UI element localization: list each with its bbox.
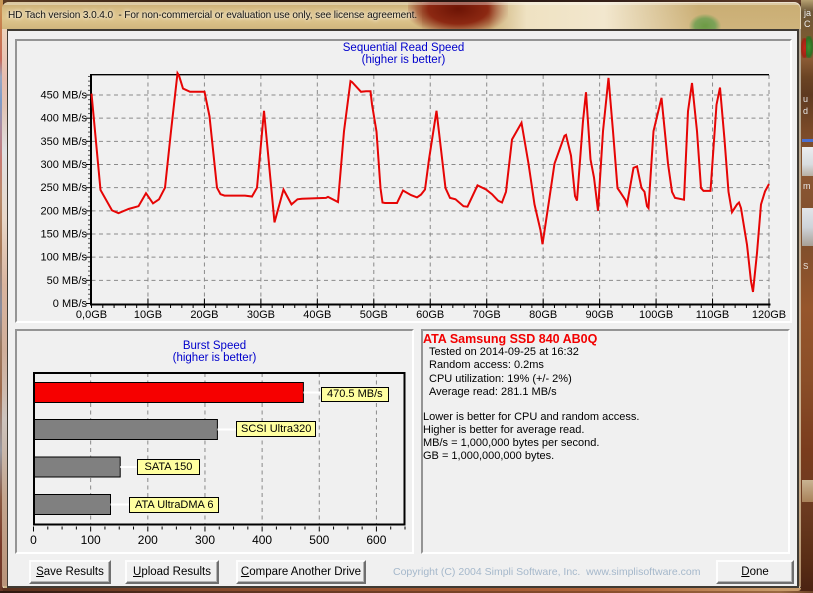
svg-text:200 MB/s: 200 MB/s xyxy=(41,205,88,217)
svg-text:500: 500 xyxy=(309,533,329,547)
svg-text:30GB: 30GB xyxy=(247,309,275,321)
svg-text:350 MB/s: 350 MB/s xyxy=(41,136,88,148)
svg-text:400 MB/s: 400 MB/s xyxy=(41,113,88,125)
svg-text:120GB: 120GB xyxy=(752,309,786,321)
svg-text:300: 300 xyxy=(195,533,215,547)
svg-text:50GB: 50GB xyxy=(360,309,388,321)
svg-text:20GB: 20GB xyxy=(190,309,218,321)
svg-text:0: 0 xyxy=(30,533,37,547)
svg-text:200: 200 xyxy=(138,533,158,547)
svg-text:600: 600 xyxy=(366,533,386,547)
svg-text:90GB: 90GB xyxy=(586,309,614,321)
svg-text:150 MB/s: 150 MB/s xyxy=(41,229,88,241)
svg-text:100: 100 xyxy=(81,533,101,547)
svg-text:450 MB/s: 450 MB/s xyxy=(41,90,88,102)
svg-text:60GB: 60GB xyxy=(416,309,444,321)
svg-text:0 MB/s: 0 MB/s xyxy=(53,298,88,310)
svg-text:250 MB/s: 250 MB/s xyxy=(41,182,88,194)
svg-text:100 MB/s: 100 MB/s xyxy=(41,252,88,264)
svg-text:70GB: 70GB xyxy=(473,309,501,321)
svg-text:110GB: 110GB xyxy=(696,309,729,321)
svg-text:100GB: 100GB xyxy=(639,309,673,321)
svg-text:10GB: 10GB xyxy=(134,309,162,321)
svg-text:40GB: 40GB xyxy=(303,309,331,321)
svg-text:0,0GB: 0,0GB xyxy=(76,309,107,321)
svg-text:50 MB/s: 50 MB/s xyxy=(47,275,88,287)
svg-text:300 MB/s: 300 MB/s xyxy=(41,159,88,171)
svg-text:400: 400 xyxy=(252,533,272,547)
svg-text:80GB: 80GB xyxy=(529,309,557,321)
